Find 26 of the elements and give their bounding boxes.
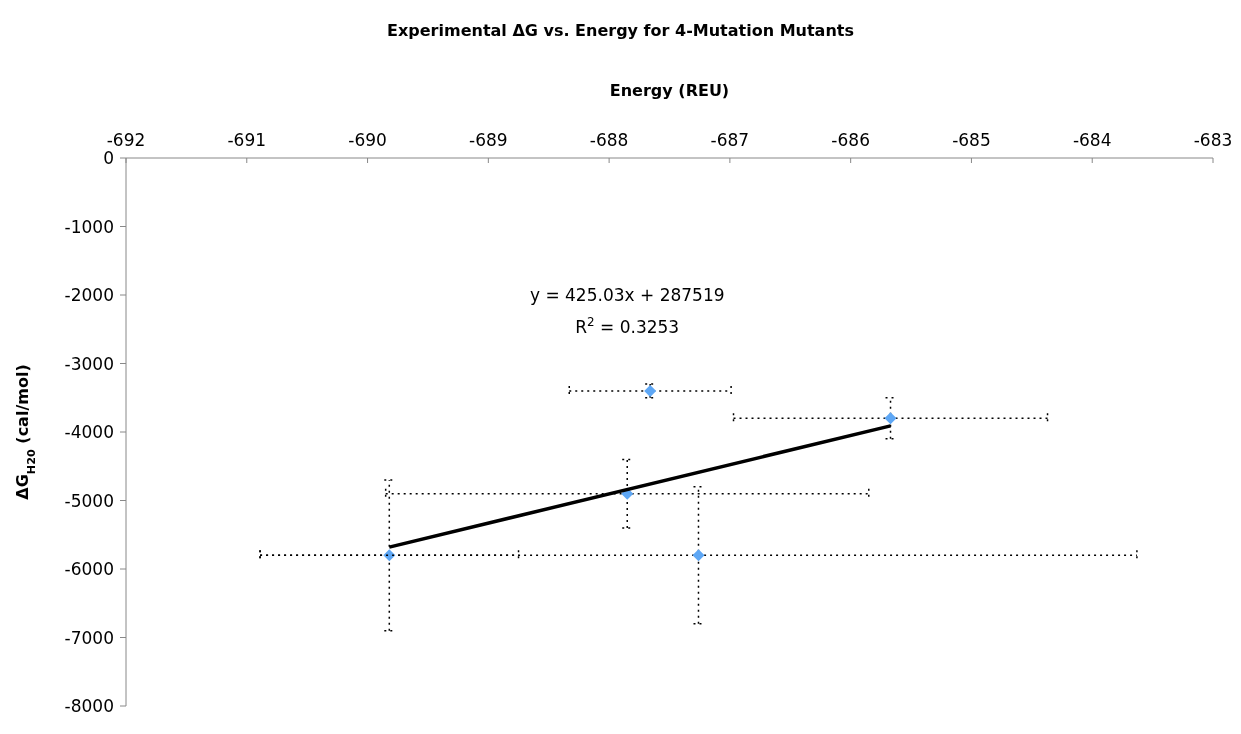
- y-tick-label: -2000: [64, 285, 114, 305]
- x-tick-label: -686: [831, 130, 870, 150]
- y-tick-label: -8000: [64, 696, 114, 716]
- y-tick-label: -7000: [64, 627, 114, 648]
- y-tick-label: -6000: [64, 559, 114, 579]
- x-tick-label: -690: [348, 130, 387, 150]
- x-tick-label: -689: [469, 130, 508, 150]
- x-tick-label: -691: [227, 130, 267, 150]
- x-tick-label: -692: [106, 130, 146, 150]
- point: [383, 549, 396, 562]
- x-tick-label: -687: [710, 130, 750, 150]
- x-tick-label: -684: [1072, 130, 1112, 150]
- y-tick-label: -3000: [64, 353, 114, 374]
- chart-title: Experimental ΔG vs. Energy for 4-Mutation Mutants: [387, 21, 854, 40]
- y-tick-label: 0: [103, 148, 114, 168]
- x-tick-label: -683: [1193, 130, 1233, 150]
- annotation: y = 425.03x + 287519: [529, 285, 725, 305]
- x-tick-label: -685: [952, 130, 991, 150]
- y-tick-label: -5000: [64, 490, 114, 511]
- annotation: R$^{2}$ = 0.3253: [575, 315, 680, 337]
- x-axis-title: Energy (REU): [609, 81, 730, 100]
- x-tick-label: -688: [589, 130, 629, 150]
- point: [692, 549, 705, 562]
- point: [884, 412, 897, 425]
- y-tick-label: -4000: [64, 422, 114, 442]
- y-tick-label: -1000: [64, 216, 114, 237]
